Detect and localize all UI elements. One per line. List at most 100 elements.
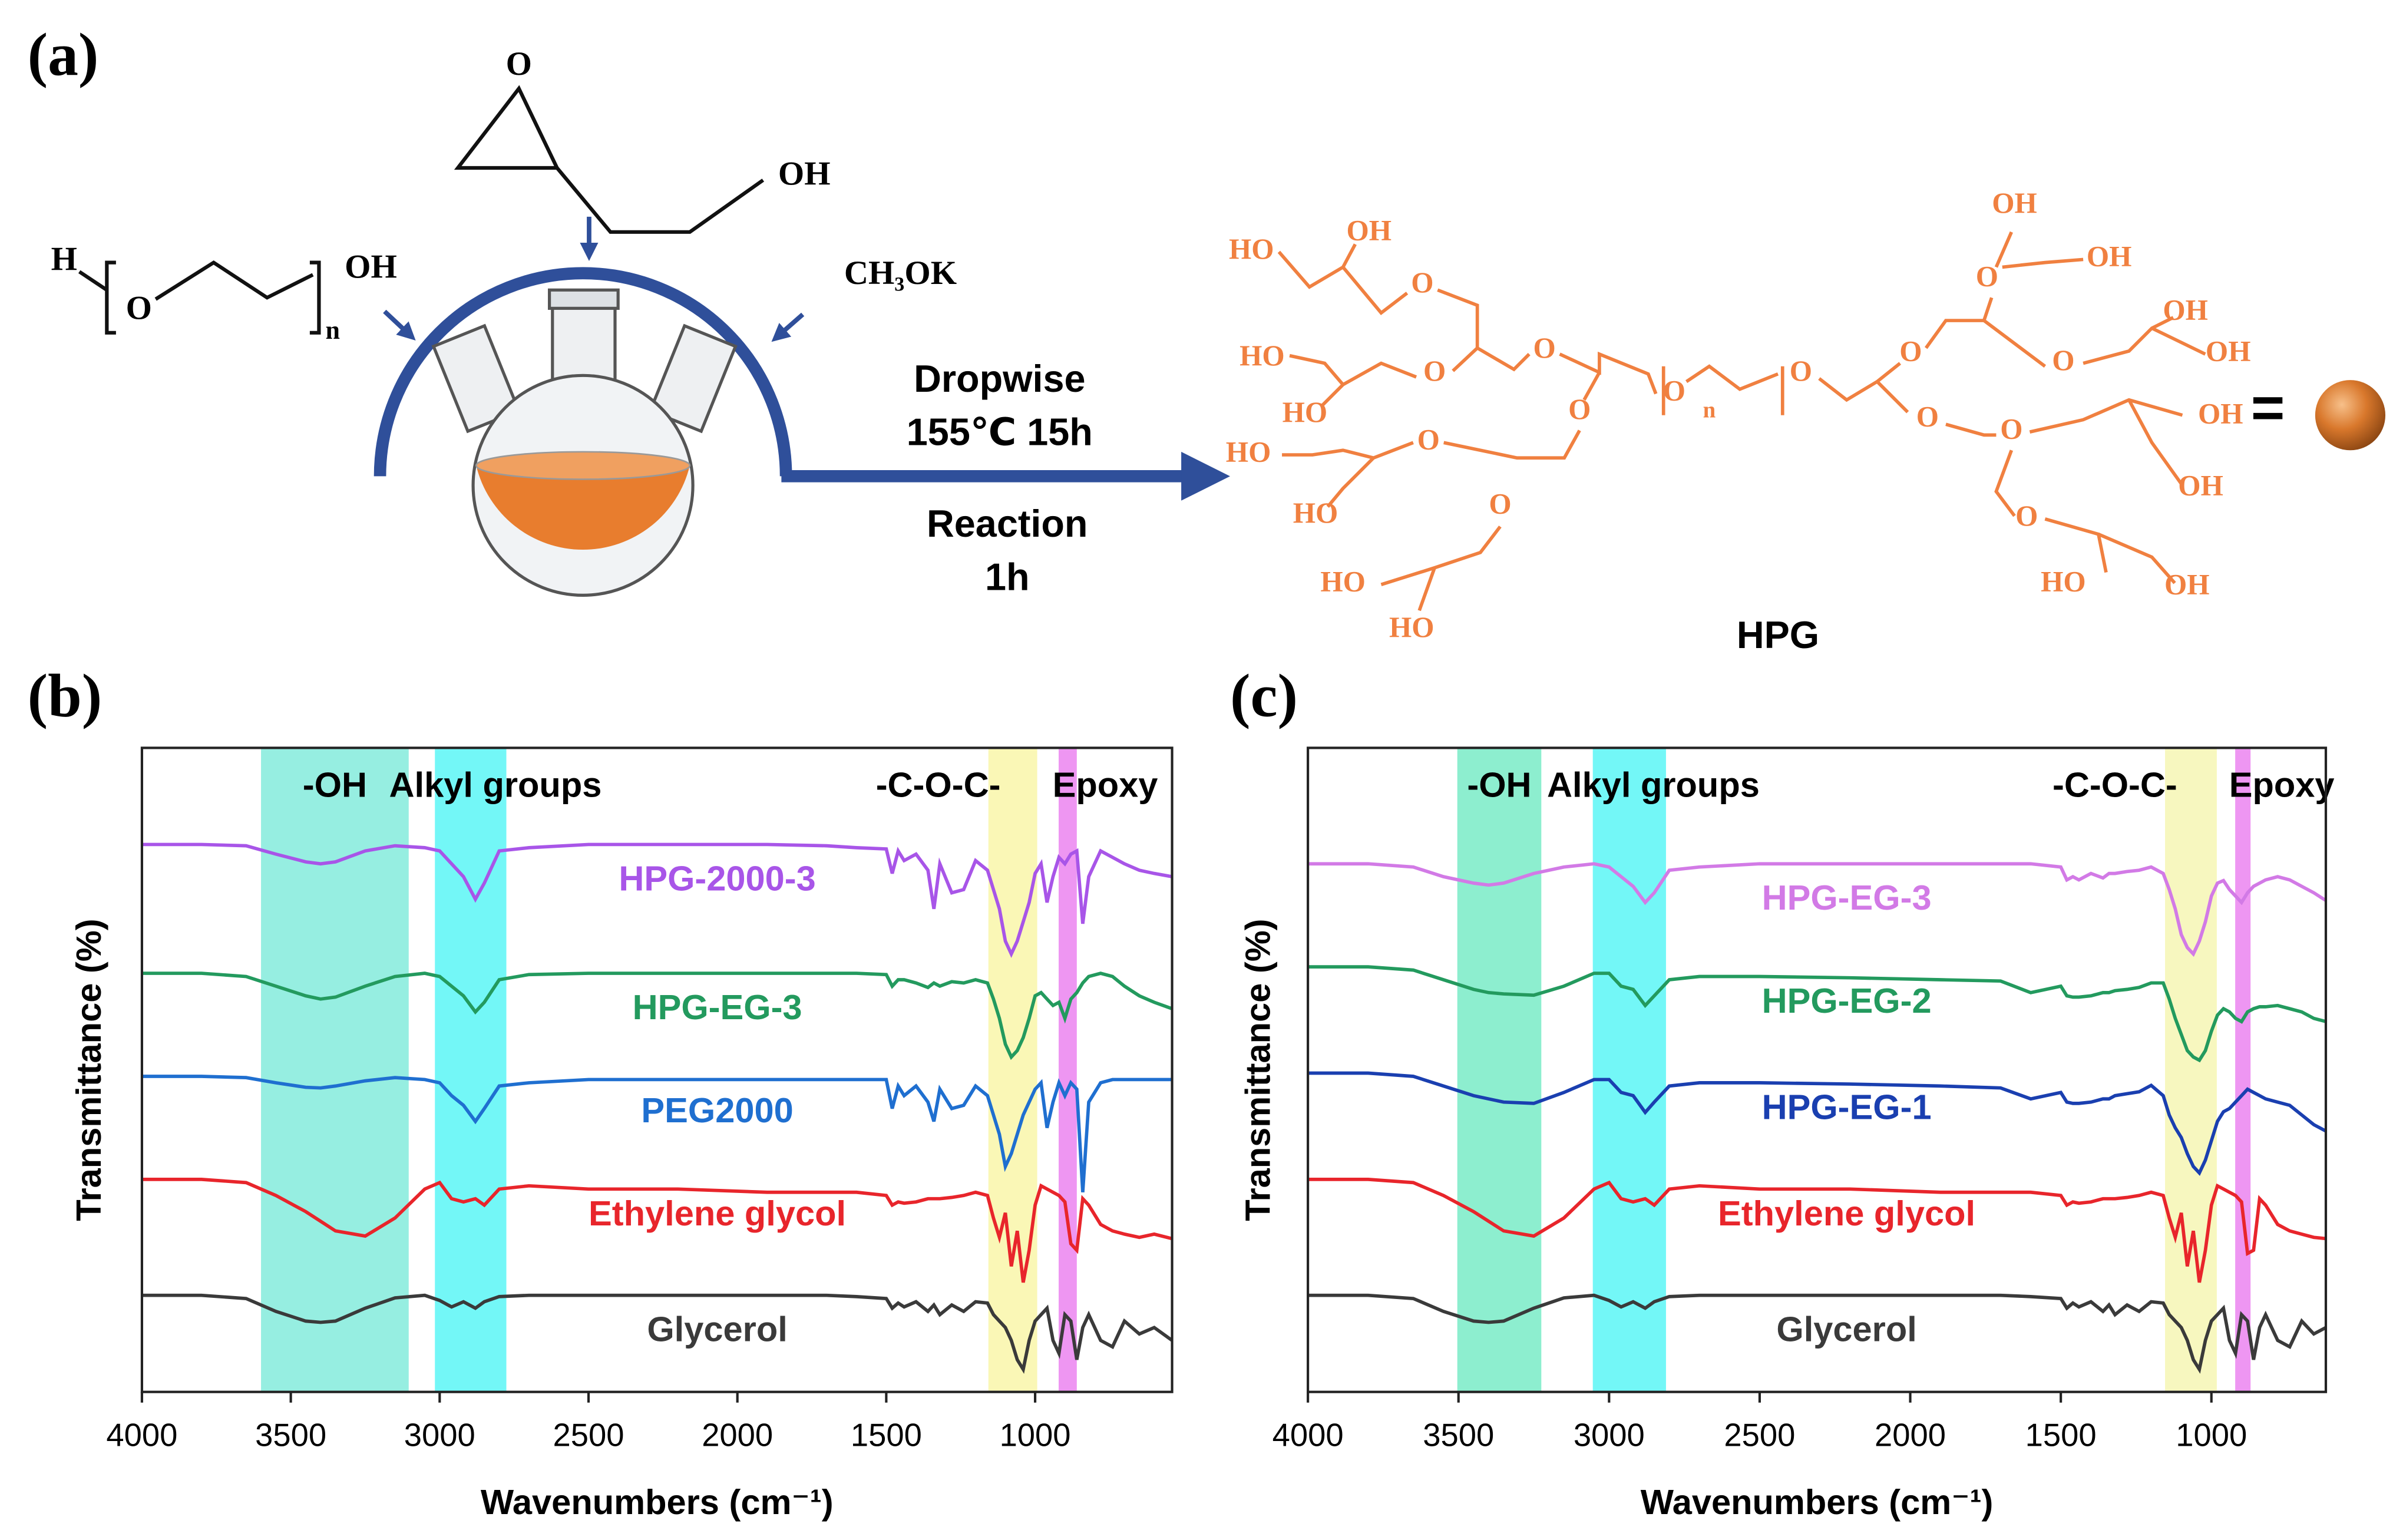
x-tick-label: 3000 [1574,1417,1645,1453]
x-tick-label: 2000 [1875,1417,1946,1453]
hpg-atom-label: O [1411,266,1433,299]
hpg-atom-label: HO [1320,566,1366,598]
spectrum-line [141,971,1173,1060]
x-tick-label: 2500 [553,1417,624,1453]
plot-frame [1307,746,2328,1393]
panel-label: (a) [28,21,99,88]
hpg-atom-label: HO [1283,396,1328,428]
hpg-atom-label: O [1790,355,1812,387]
hpg-atom-label: OH [2178,469,2223,501]
condition: 155℃ 15h [907,410,1093,453]
condition: Dropwise [914,357,1085,400]
hpg-atom-label: O [1533,332,1555,364]
series-label: PEG2000 [641,1090,793,1130]
hpg-atom-label: OH [2163,293,2208,326]
series-label: Ethylene glycol [1718,1194,1975,1233]
hpg-atom-label: HO [1293,497,1338,529]
hpg-atom-label: OH [2206,335,2251,367]
hpg-atom-label: HO [1226,435,1271,468]
peg-oh: OH [345,249,397,286]
spectrum-line [1308,1293,2327,1374]
band [2165,748,2217,1392]
peg-n: n [326,316,340,345]
spectrum-line [141,1293,1174,1374]
x-tick-label: 3500 [255,1417,326,1453]
series-label: HPG-EG-1 [1762,1087,1932,1126]
x-tick-label: 1500 [851,1417,922,1453]
spectrum-line [141,1075,1172,1192]
band-label: -C-O-C- [876,765,1001,805]
hpg-atom-label: OH [2087,240,2132,273]
band [2235,748,2251,1392]
glycidol-bonds [454,85,765,234]
hpg-atom-label: O [1916,401,1939,433]
equals-sign: = [2251,375,2285,440]
spectrum-line [1308,862,2327,957]
hpg-atom-label: HO [1389,611,1435,643]
series-label: HPG-EG-3 [1762,878,1932,917]
series-label: HPG-EG-2 [1762,981,1932,1020]
x-tick-label: 1000 [1000,1417,1071,1453]
hpg-atom-label: O [1899,335,1922,367]
hpg-atom-label: O [2000,412,2022,445]
band-label: -OH [303,765,367,805]
hpg-atom-label: O [1976,260,1998,292]
spectrum-line [1308,1071,2327,1176]
hpg-atom-label: OH [1346,214,1391,247]
product-name: HPG [1737,613,1819,656]
x-tick-label: 2500 [1724,1417,1795,1453]
glycidol-o: O [506,45,532,82]
series-label: Glycerol [1776,1310,1916,1349]
series-label: Glycerol [647,1310,787,1349]
hpg-atom-label: HO [1229,233,1274,265]
y-axis-label: Transmittance (%) [69,918,108,1221]
condition: 1h [985,556,1030,599]
x-tick-label: 4000 [1272,1417,1344,1453]
band-label: Epoxy [1053,765,1158,805]
hpg-atom-label: O [2015,500,2038,532]
band [435,748,507,1392]
band-label: Epoxy [2229,765,2335,805]
condition: Reaction [927,502,1088,545]
x-tick-label: 3500 [1423,1417,1494,1453]
hpg-atom-label: HO [2041,566,2086,598]
peg-h: H [51,241,77,278]
peg-o: O [126,290,152,327]
band-label: -OH [1467,765,1531,805]
panel-label: (b) [28,663,103,730]
x-tick-label: 3000 [404,1417,475,1453]
spectrum-line [141,842,1173,959]
band [1457,748,1542,1392]
catalyst: CH₃OK [844,255,957,292]
hpg-atom-label: O [1489,487,1511,520]
hpg-atom-label: HO [1240,339,1285,372]
band [1592,748,1666,1392]
hpg-sphere [2315,380,2386,451]
x-tick-label: 4000 [106,1417,177,1453]
hpg-atom-label: O [1423,355,1446,387]
hpg-atom-label: OH [2198,398,2243,430]
hpg-atom-label: O [1568,393,1591,425]
flask [431,288,738,597]
band [1058,748,1077,1392]
hpg-atom-label: O [2052,344,2074,376]
x-tick-label: 1000 [2176,1417,2247,1453]
x-axis-label: Wavenumbers (cm⁻¹) [481,1482,834,1522]
series-label: HPG-EG-3 [633,987,802,1027]
feed-arrow [383,309,416,341]
panel-label: (c) [1230,663,1298,730]
band-label: Alkyl groups [389,765,602,805]
spectrum-line [1308,1178,2326,1283]
band [988,748,1037,1392]
series-label: HPG-2000-3 [619,858,815,898]
spectrum-line [141,1178,1173,1283]
band-label: -C-O-C- [2052,765,2177,805]
x-tick-label: 1500 [2025,1417,2097,1453]
x-tick-label: 2000 [702,1417,773,1453]
band [261,748,409,1392]
feed-arrow [771,312,805,342]
series-label: Ethylene glycol [589,1194,846,1233]
glycidol-oh: OH [778,156,831,193]
